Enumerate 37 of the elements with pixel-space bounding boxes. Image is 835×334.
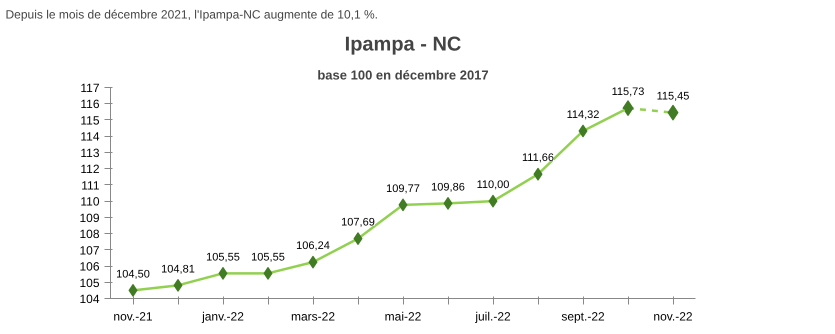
- text: Depuis le mois de décembre 2021, l'Ipampa-NC augmente de 10,1 %.: [6, 8, 378, 22]
- x-tick-label: nov.-21: [113, 310, 153, 324]
- x-tick-label: mars-22: [290, 310, 336, 324]
- data-label: 109,77: [386, 182, 420, 195]
- data-label: 115,45: [656, 90, 690, 103]
- data-label: 110,00: [476, 179, 510, 192]
- chart-subtitle: base 100 en décembre 2017: [317, 68, 489, 82]
- y-tick-label: 106: [79, 260, 100, 274]
- data-label: 104,81: [161, 263, 195, 276]
- x-tick-label: mai-22: [384, 310, 422, 324]
- y-tick-label: 117: [80, 81, 100, 95]
- x-tick-label: sept.-22: [561, 310, 606, 324]
- data-label: 109,86: [431, 181, 465, 194]
- chart-title: Ipampa - NC: [344, 34, 462, 56]
- data-label: 106,24: [296, 240, 330, 252]
- data-label: 105,55: [251, 251, 285, 264]
- y-tick-label: 114: [80, 130, 100, 144]
- y-tick-label: 111: [81, 178, 100, 192]
- y-tick-label: 115: [80, 113, 100, 128]
- x-tick-label: juil.-22: [474, 310, 511, 324]
- y-tick-label: 108: [79, 227, 100, 242]
- data-label: 105,55: [206, 251, 240, 264]
- y-tick-label: 105: [79, 276, 100, 290]
- y-tick-label: 109: [79, 210, 100, 225]
- y-tick-label: 112: [80, 162, 100, 176]
- data-label: 114,32: [566, 109, 600, 121]
- x-tick-label: janv.-22: [201, 310, 244, 324]
- y-tick-label: 104: [79, 292, 100, 306]
- data-label: 107,69: [341, 216, 375, 229]
- y-tick-label: 110: [80, 194, 100, 209]
- x-tick-label: nov.-22: [653, 310, 693, 324]
- data-label: 115,73: [612, 86, 644, 98]
- y-tick-label: 113: [80, 146, 100, 160]
- y-tick-label: 107: [79, 243, 100, 258]
- data-label: 111,66: [522, 152, 554, 164]
- y-tick-label: 116: [80, 97, 100, 112]
- data-label: 104,50: [116, 268, 150, 280]
